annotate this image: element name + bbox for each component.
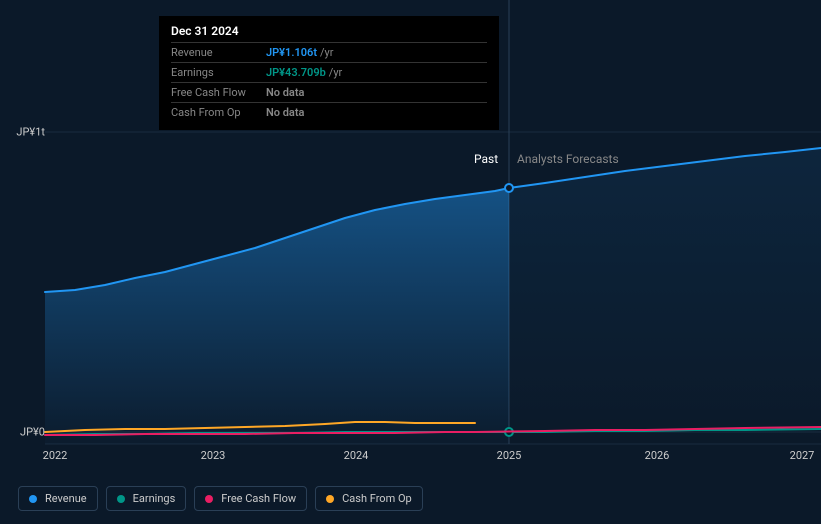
legend-label: Cash From Op bbox=[342, 492, 412, 505]
x-axis: 202220232024202520262027 bbox=[18, 449, 803, 469]
tooltip-row: Cash From OpNo data bbox=[171, 102, 487, 122]
tooltip-row-suffix: /yr bbox=[329, 66, 342, 79]
tooltip-row-suffix: /yr bbox=[320, 46, 333, 59]
legend-dot bbox=[326, 495, 334, 503]
tooltip-title: Dec 31 2024 bbox=[171, 24, 487, 42]
legend-item[interactable]: Free Cash Flow bbox=[194, 486, 307, 511]
x-axis-label: 2022 bbox=[43, 449, 68, 462]
legend-dot bbox=[205, 495, 213, 503]
chart-tooltip: Dec 31 2024 RevenueJP¥1.106t/yrEarningsJ… bbox=[159, 16, 499, 130]
legend-label: Free Cash Flow bbox=[221, 492, 296, 505]
tooltip-row-label: Cash From Op bbox=[171, 106, 266, 119]
x-axis-label: 2027 bbox=[790, 449, 815, 462]
tooltip-row: Free Cash FlowNo data bbox=[171, 82, 487, 102]
past-label: Past bbox=[474, 152, 498, 166]
chart-container: Past Analysts Forecasts Dec 31 2024 Reve… bbox=[18, 0, 821, 470]
legend-dot bbox=[117, 495, 125, 503]
legend-item[interactable]: Earnings bbox=[106, 486, 187, 511]
x-axis-label: 2026 bbox=[645, 449, 670, 462]
tooltip-row-label: Revenue bbox=[171, 46, 266, 59]
legend: Revenue Earnings Free Cash Flow Cash From O… bbox=[18, 486, 423, 511]
legend-label: Revenue bbox=[45, 492, 87, 505]
legend-dot bbox=[29, 495, 37, 503]
tooltip-row-value: No data bbox=[266, 86, 304, 99]
legend-label: Earnings bbox=[133, 492, 176, 505]
tooltip-row-value: JP¥43.709b bbox=[266, 66, 326, 79]
x-axis-label: 2025 bbox=[497, 449, 522, 462]
y-axis-label: JP¥1t bbox=[16, 126, 45, 139]
legend-item[interactable]: Revenue bbox=[18, 486, 98, 511]
tooltip-row-value: No data bbox=[266, 106, 304, 119]
y-axis-label: JP¥0 bbox=[20, 426, 45, 439]
tooltip-row: EarningsJP¥43.709b/yr bbox=[171, 62, 487, 82]
tooltip-row-label: Earnings bbox=[171, 66, 266, 79]
tooltip-rows: RevenueJP¥1.106t/yrEarningsJP¥43.709b/yr… bbox=[171, 42, 487, 122]
tooltip-row-value: JP¥1.106t bbox=[266, 46, 317, 59]
tooltip-row-label: Free Cash Flow bbox=[171, 86, 266, 99]
tooltip-row: RevenueJP¥1.106t/yr bbox=[171, 42, 487, 62]
x-axis-label: 2023 bbox=[201, 449, 226, 462]
forecast-label: Analysts Forecasts bbox=[517, 152, 619, 166]
x-axis-label: 2024 bbox=[344, 449, 369, 462]
legend-item[interactable]: Cash From Op bbox=[315, 486, 423, 511]
